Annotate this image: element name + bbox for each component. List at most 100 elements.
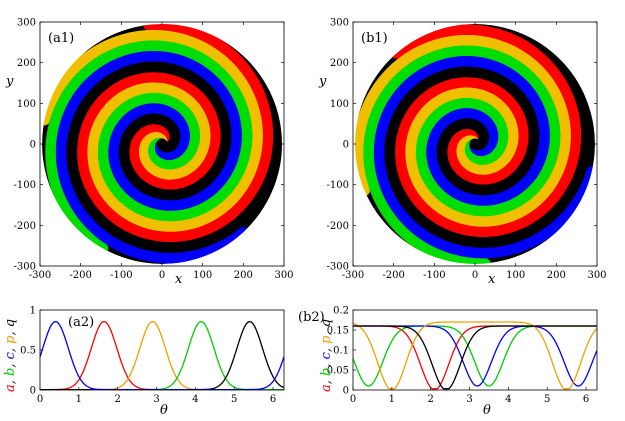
x-tick-label: 5 — [231, 394, 237, 405]
ylabel-part: c — [3, 351, 18, 359]
x-tick-label: -300 — [29, 270, 51, 281]
spiral-arm-5 — [66, 61, 284, 253]
ylabel-part: p — [319, 335, 334, 344]
ylabel-part: , — [3, 344, 18, 352]
ylabel-part: , — [319, 359, 334, 367]
y-tick-label: 0 — [343, 140, 349, 151]
ylabel-part: b — [3, 368, 18, 376]
ticks-b1: -300 -200 -100 0 100 200 300 300 200 100 0 -100 -200… — [327, 18, 607, 282]
panel-label-a1: (a1) — [48, 31, 74, 46]
x-tick-label: -300 — [342, 270, 364, 281]
spiral-arm-3 — [363, 45, 561, 266]
ticks-a2: 0 1 2 3 4 5 6 0 0.5 1 — [20, 306, 276, 406]
y-tick-label: -200 — [14, 221, 36, 232]
x-tick-label: 4 — [192, 394, 198, 405]
x-tick-label: 0 — [37, 394, 43, 405]
ylabel-part: p — [3, 335, 18, 344]
x-tick-label: 100 — [193, 270, 212, 281]
x-tick-label: 200 — [547, 270, 566, 281]
x-tick-label: 5 — [544, 394, 550, 405]
spiral-arm-1 — [391, 24, 582, 238]
ylabel-part: , — [319, 344, 334, 352]
ylabel-part: a — [3, 384, 18, 392]
y-tick-label: 100 — [330, 99, 349, 110]
spiral-arm-2 — [353, 34, 571, 227]
ylabel-part: q — [319, 319, 334, 327]
y-tick-label: 0 — [30, 140, 36, 151]
y-tick-label: -200 — [327, 221, 349, 232]
series-line-5 — [353, 325, 597, 390]
x-tick-label: 2 — [114, 394, 120, 405]
ylabel-part: b — [319, 368, 334, 376]
y-tick-label: 300 — [17, 18, 36, 29]
series-line-5 — [40, 320, 284, 390]
x-tick-label: -100 — [110, 270, 132, 281]
xlabel-b2: θ — [483, 403, 491, 417]
ylabel-part: , — [319, 376, 334, 384]
lines-a2 — [40, 320, 284, 390]
series-line-2 — [40, 320, 284, 390]
x-tick-label: 1 — [76, 394, 82, 405]
x-tick-label: -100 — [423, 270, 445, 281]
ylabel-part: , — [3, 359, 18, 367]
series-line-4 — [40, 320, 284, 390]
y-tick-label: 100 — [17, 99, 36, 110]
series-line-4 — [353, 321, 597, 390]
series-line-3 — [40, 320, 284, 390]
spiral-arm-1 — [76, 22, 274, 243]
x-tick-label: 300 — [587, 270, 606, 281]
xlabel-b1: x — [488, 272, 496, 287]
ticks-a1: -300 -200 -100 0 100 200 300 300 200 100 0 -100 -200… — [14, 18, 294, 282]
ylabel-a1: y — [5, 74, 14, 89]
panel-label-b1: (b1) — [361, 31, 388, 46]
spiral-arm-2 — [40, 29, 263, 232]
series-line-1 — [40, 320, 284, 390]
spiral-b1 — [353, 22, 597, 266]
y-tick-label: 200 — [17, 58, 36, 69]
panel-b1: (b1) -300 -200 -100 0 100 200 300 300 200 100 0 -10… — [318, 18, 607, 288]
ylabel-b1: y — [318, 74, 327, 89]
panel-a2: (a2) 0 1 2 3 4 5 6 0 0.5 1 θ a, b, c, p, q — [3, 306, 285, 418]
x-tick-label: 4 — [505, 394, 511, 405]
x-tick-label: 300 — [274, 270, 293, 281]
series-line-1 — [353, 325, 597, 390]
x-tick-label: -200 — [382, 270, 404, 281]
y-tick-label: 1 — [30, 306, 36, 317]
x-tick-label: -200 — [69, 270, 91, 281]
spiral-a1 — [40, 22, 284, 266]
y-tick-label: -300 — [14, 262, 36, 273]
ylabel-part: c — [319, 351, 334, 359]
y-tick-label: 0.5 — [20, 346, 36, 357]
x-tick-label: 6 — [583, 394, 589, 405]
x-tick-label: 200 — [234, 270, 253, 281]
ylabel-part: , — [3, 376, 18, 384]
y-tick-label: 0.15 — [327, 326, 349, 337]
x-tick-label: 2 — [427, 394, 433, 405]
y-tick-label: 300 — [330, 18, 349, 29]
lines-b2 — [353, 321, 597, 390]
x-tick-label: 1 — [389, 394, 395, 405]
xlabel-a1: x — [175, 272, 183, 287]
y-tick-label: 0.05 — [327, 366, 349, 377]
y-tick-label: 0 — [343, 386, 349, 397]
ticks-b2: 0 1 2 3 4 5 6 0 0.05 0.1 0.15 0.2 — [327, 306, 589, 406]
x-tick-label: 0 — [159, 270, 165, 281]
ylabel-part: , — [319, 327, 334, 335]
series-line-3 — [353, 325, 597, 387]
ylabel-part: a — [319, 384, 334, 392]
x-tick-label: 0 — [472, 270, 478, 281]
ylabel-b2: a, b, c, p, q — [319, 319, 334, 392]
panel-b2: (b2) 0 1 2 3 4 5 6 0 0.05 0.1 0.15 0.2 θ a, b, c, p… — [298, 306, 598, 418]
panel-label-a2: (a2) — [68, 315, 94, 330]
x-tick-label: 6 — [270, 394, 276, 405]
ylabel-a2: a, b, c, p, q — [3, 319, 18, 392]
spiral-arm-4 — [55, 50, 249, 264]
spiral-arm-3 — [45, 40, 253, 254]
y-tick-label: 0 — [30, 386, 36, 397]
ylabel-part: , — [3, 327, 18, 335]
xlabel-a2: θ — [160, 403, 168, 417]
x-tick-label: 100 — [506, 270, 525, 281]
panel-label-b2: (b2) — [298, 310, 325, 325]
